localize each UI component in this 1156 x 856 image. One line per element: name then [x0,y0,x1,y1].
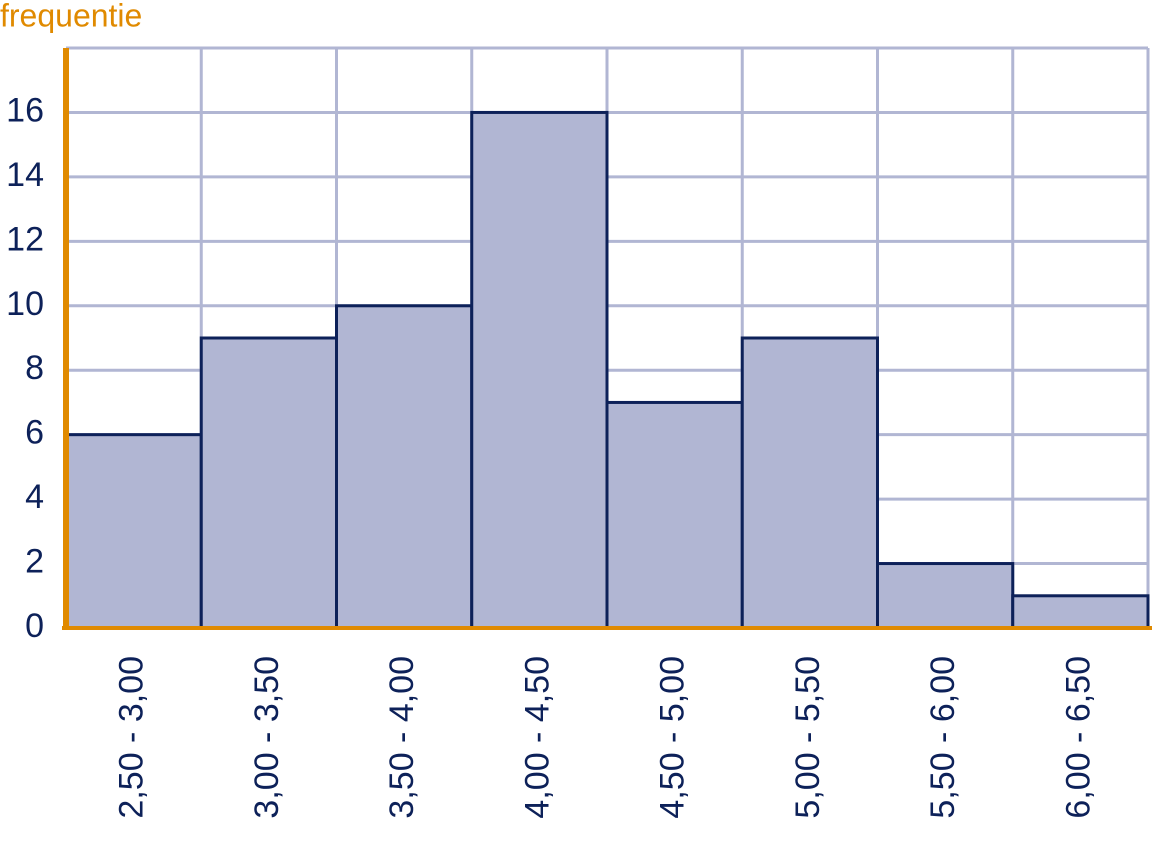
x-tick-label: 5,00 - 5,50 [789,656,827,819]
bar [1011,594,1150,630]
bar [605,400,744,630]
y-tick-label: 2 [25,543,44,581]
bar [199,336,338,630]
y-tick-label: 8 [25,349,44,387]
x-tick-label: 4,00 - 4,50 [518,656,556,819]
bar [64,433,203,630]
bar [335,304,474,630]
y-tick-label: 6 [25,414,44,452]
y-tick-label: 0 [25,607,44,645]
y-tick-label: 16 [6,91,44,129]
x-tick-label: 6,00 - 6,50 [1059,656,1097,819]
bar [470,110,609,630]
x-tick-label: 4,50 - 5,00 [654,656,692,819]
x-tick-label: 2,50 - 3,00 [113,656,151,819]
bar [876,562,1015,630]
y-axis-title: frequentie [0,0,142,33]
y-tick-label: 14 [6,156,44,194]
x-tick-label: 3,50 - 4,00 [383,656,421,819]
y-tick-label: 4 [25,478,44,516]
y-tick-label: 10 [6,285,44,323]
x-tick-label: 3,00 - 3,50 [248,656,286,819]
x-tick-label: 5,50 - 6,00 [924,656,962,819]
y-tick-label: 12 [6,220,44,258]
bar [740,336,879,630]
